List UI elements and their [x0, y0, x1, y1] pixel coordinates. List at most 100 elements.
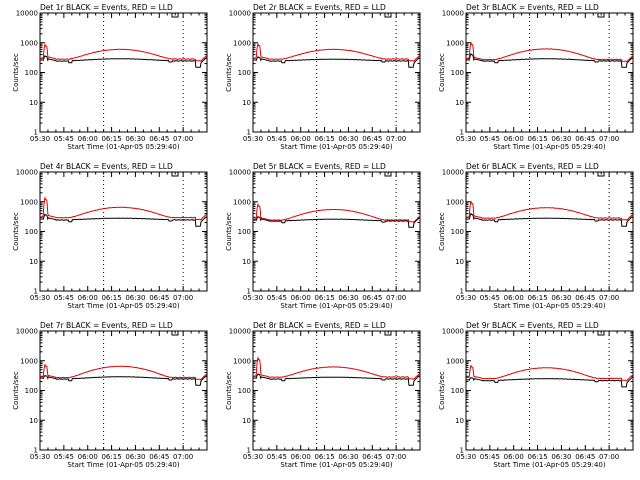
- x-tick-label: 07:00: [173, 135, 193, 143]
- x-axis-label: Start Time (01-Apr-05 05:29:40): [280, 461, 392, 469]
- y-tick-label: 10000: [442, 169, 464, 177]
- x-tick-label: 05:45: [480, 294, 500, 302]
- y-tick-label: 1000: [20, 39, 38, 47]
- time-marker: [384, 13, 392, 18]
- x-tick-label: 05:45: [267, 135, 287, 143]
- y-tick-label: 1: [34, 129, 38, 137]
- y-tick-label: 1: [460, 288, 464, 296]
- x-tick-label: 06:00: [291, 453, 311, 461]
- y-tick-label: 1000: [446, 198, 464, 206]
- x-axis-label: Start Time (01-Apr-05 05:29:40): [67, 461, 179, 469]
- plot-frame: [465, 171, 634, 292]
- series-lld-line: [40, 363, 207, 381]
- panel-det-5r: Det 5r BLACK = Events, RED = LLD 1 10 100 10…: [225, 162, 421, 310]
- x-tick-label: 05:30: [243, 135, 263, 143]
- panel-det-8r: Det 8r BLACK = Events, RED = LLD 1 10 100 10…: [225, 321, 421, 469]
- x-tick-label: 05:45: [267, 453, 287, 461]
- x-tick-label: 07:00: [386, 453, 406, 461]
- x-tick-label: 06:45: [149, 294, 169, 302]
- x-tick-label: 06:30: [338, 453, 358, 461]
- y-tick-label: 100: [451, 69, 464, 77]
- x-tick-label: 05:45: [54, 135, 74, 143]
- x-tick-label: 06:15: [101, 135, 121, 143]
- y-tick-label: 100: [238, 387, 251, 395]
- series-events-line: [466, 52, 633, 68]
- series-events-line: [40, 213, 207, 227]
- x-axis-label: Start Time (01-Apr-05 05:29:40): [67, 302, 179, 310]
- series-events-line: [253, 372, 420, 386]
- y-tick-label: 10000: [16, 328, 38, 336]
- y-tick-label: 100: [451, 387, 464, 395]
- series-events-line: [466, 377, 633, 388]
- x-tick-label: 05:30: [243, 294, 263, 302]
- x-tick-label: 06:00: [78, 294, 98, 302]
- series-events-line: [466, 212, 633, 227]
- x-tick-label: 06:00: [504, 135, 524, 143]
- panel-title: Det 1r BLACK = Events, RED = LLD: [40, 3, 173, 12]
- x-tick-label: 06:45: [149, 453, 169, 461]
- y-tick-label: 100: [25, 69, 38, 77]
- time-marker: [171, 172, 179, 177]
- panel-title: Det 2r BLACK = Events, RED = LLD: [253, 3, 386, 12]
- y-axis-label: Counts/sec: [438, 371, 446, 410]
- x-tick-label: 06:30: [338, 294, 358, 302]
- x-tick-label: 06:15: [314, 294, 334, 302]
- x-axis-label: Start Time (01-Apr-05 05:29:40): [280, 302, 392, 310]
- x-tick-label: 07:00: [386, 135, 406, 143]
- y-axis-label: Counts/sec: [225, 53, 233, 92]
- x-tick-label: 07:00: [599, 453, 619, 461]
- y-tick-label: 1000: [233, 198, 251, 206]
- y-tick-label: 10: [29, 417, 38, 425]
- y-tick-label: 1000: [20, 357, 38, 365]
- time-marker: [384, 331, 392, 336]
- y-tick-label: 1: [34, 447, 38, 455]
- panel-title: Det 7r BLACK = Events, RED = LLD: [40, 321, 173, 330]
- y-axis-label: Counts/sec: [12, 212, 20, 251]
- series-lld-line: [466, 200, 633, 222]
- x-tick-label: 06:30: [125, 294, 145, 302]
- x-axis-label: Start Time (01-Apr-05 05:29:40): [493, 302, 605, 310]
- panel-det-9r: Det 9r BLACK = Events, RED = LLD 1 10 100 10…: [438, 321, 634, 469]
- y-tick-label: 100: [238, 228, 251, 236]
- y-tick-label: 1: [34, 288, 38, 296]
- time-marker: [384, 172, 392, 177]
- x-tick-label: 06:30: [125, 135, 145, 143]
- y-tick-label: 10000: [442, 328, 464, 336]
- x-tick-label: 06:45: [575, 453, 595, 461]
- x-tick-label: 05:30: [456, 453, 476, 461]
- series-lld-line: [466, 41, 633, 63]
- y-tick-label: 1000: [446, 39, 464, 47]
- x-tick-label: 06:45: [362, 135, 382, 143]
- y-axis-label: Counts/sec: [438, 53, 446, 92]
- y-tick-label: 1: [247, 447, 251, 455]
- x-tick-label: 05:45: [54, 453, 74, 461]
- x-tick-label: 05:45: [480, 453, 500, 461]
- x-tick-label: 05:30: [30, 135, 50, 143]
- series-events-line: [40, 374, 207, 386]
- x-tick-label: 06:30: [551, 135, 571, 143]
- plot-frame: [252, 330, 421, 451]
- y-tick-label: 10: [455, 417, 464, 425]
- x-tick-label: 06:15: [527, 294, 547, 302]
- x-tick-label: 06:45: [362, 294, 382, 302]
- y-tick-label: 1000: [446, 357, 464, 365]
- time-marker: [597, 172, 605, 177]
- x-tick-label: 06:45: [149, 135, 169, 143]
- series-events-line: [40, 54, 207, 68]
- x-tick-label: 06:30: [551, 453, 571, 461]
- x-tick-label: 06:00: [291, 294, 311, 302]
- y-axis-label: Counts/sec: [12, 53, 20, 92]
- y-tick-label: 10: [242, 417, 251, 425]
- x-tick-label: 06:15: [527, 453, 547, 461]
- x-tick-label: 07:00: [173, 453, 193, 461]
- panel-title: Det 6r BLACK = Events, RED = LLD: [466, 162, 599, 171]
- time-marker: [597, 331, 605, 336]
- y-axis-label: Counts/sec: [225, 371, 233, 410]
- time-marker: [597, 13, 605, 18]
- x-tick-label: 07:00: [386, 294, 406, 302]
- x-tick-label: 06:00: [504, 294, 524, 302]
- series-lld-line: [253, 356, 420, 381]
- panel-title: Det 8r BLACK = Events, RED = LLD: [253, 321, 386, 330]
- x-tick-label: 06:30: [338, 135, 358, 143]
- x-tick-label: 06:00: [291, 135, 311, 143]
